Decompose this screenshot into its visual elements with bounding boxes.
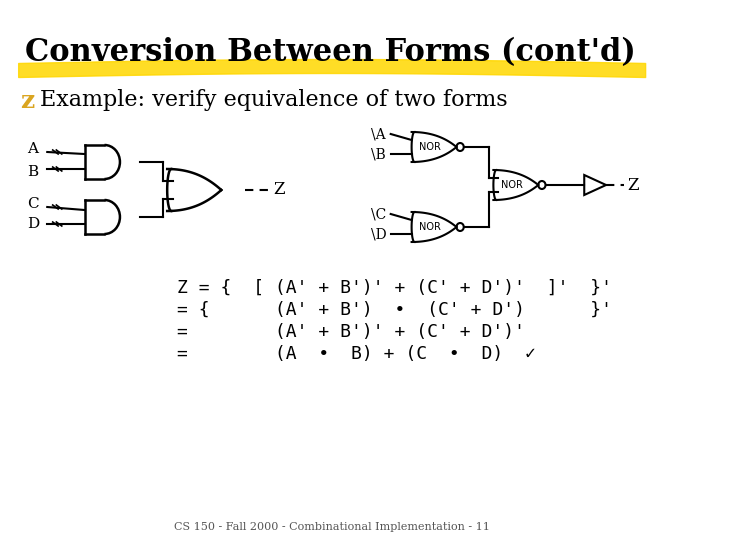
Text: \D: \D bbox=[371, 227, 386, 241]
Text: \C: \C bbox=[371, 207, 386, 221]
Text: =        (A  •  B) + (C  •  D)  ✓: = (A • B) + (C • D) ✓ bbox=[177, 345, 536, 363]
Text: \A: \A bbox=[371, 127, 385, 141]
Text: B: B bbox=[27, 165, 39, 179]
Text: A: A bbox=[27, 142, 38, 156]
Text: Z = {  [ (A' + B')' + (C' + D')'  ]'  }': Z = { [ (A' + B')' + (C' + D')' ]' }' bbox=[177, 279, 612, 297]
Text: =        (A' + B')' + (C' + D')': = (A' + B')' + (C' + D')' bbox=[177, 323, 525, 341]
Text: Z: Z bbox=[273, 182, 285, 199]
Text: C: C bbox=[27, 197, 39, 211]
Text: D: D bbox=[27, 217, 39, 231]
Text: NOR: NOR bbox=[501, 180, 523, 190]
Text: Z: Z bbox=[627, 177, 639, 194]
Text: NOR: NOR bbox=[419, 142, 441, 152]
Text: Example: verify equivalence of two forms: Example: verify equivalence of two forms bbox=[40, 89, 507, 111]
Text: CS 150 - Fall 2000 - Combinational Implementation - 11: CS 150 - Fall 2000 - Combinational Imple… bbox=[174, 522, 490, 532]
Text: = {      (A' + B')  •  (C' + D')      }': = { (A' + B') • (C' + D') }' bbox=[177, 301, 612, 319]
Text: NOR: NOR bbox=[419, 222, 441, 232]
Text: z: z bbox=[20, 89, 34, 113]
Text: Conversion Between Forms (cont'd): Conversion Between Forms (cont'd) bbox=[26, 37, 636, 68]
Text: \B: \B bbox=[371, 147, 385, 161]
